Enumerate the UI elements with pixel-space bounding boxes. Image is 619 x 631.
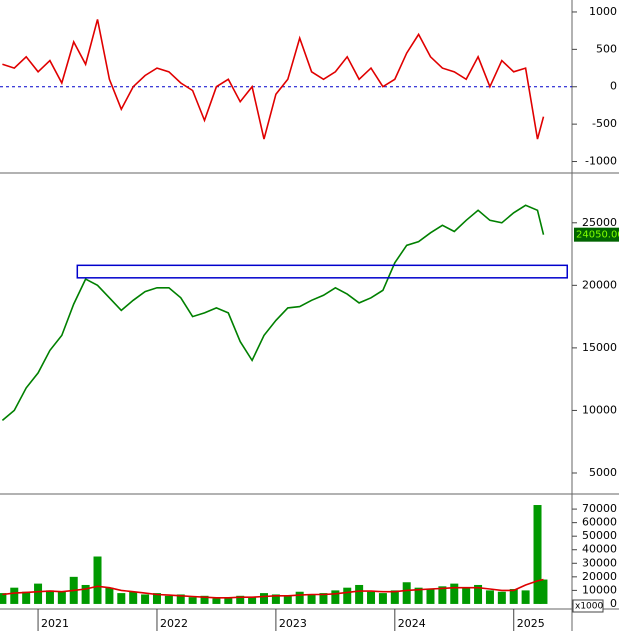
- y-tick-label: 10000: [582, 403, 617, 416]
- x-tick-label: 2024: [398, 617, 426, 630]
- x-tick-label: 2023: [279, 617, 307, 630]
- volume-bar: [176, 594, 185, 604]
- volume-bar: [283, 595, 292, 604]
- y-tick-label: 30000: [582, 556, 617, 569]
- y-tick-label: 0: [610, 80, 617, 93]
- y-tick-label: 1000: [589, 5, 617, 18]
- volume-bar: [378, 593, 387, 604]
- volume-bar: [539, 579, 548, 604]
- volume-bar: [22, 591, 31, 604]
- volume-bar: [34, 583, 43, 604]
- volume-bar: [57, 591, 66, 604]
- volume-bar: [438, 586, 447, 604]
- average-line: [2, 578, 544, 599]
- price-tag-label: 24050.00: [576, 230, 619, 241]
- y-tick-label: -500: [592, 117, 617, 130]
- x-tick-label: 2021: [41, 617, 69, 630]
- volume-bar: [81, 584, 90, 604]
- y-tick-label: 5000: [589, 466, 617, 479]
- y-tick-label: 40000: [582, 543, 617, 556]
- y-tick-label: 15000: [582, 341, 617, 354]
- volume-bar: [0, 593, 7, 604]
- volume-bar: [212, 598, 221, 604]
- unit-box: [572, 599, 604, 613]
- volume-bar: [271, 594, 280, 604]
- volume-bar: [462, 587, 471, 604]
- volume-bar: [236, 595, 245, 604]
- volume-bar: [295, 591, 304, 604]
- volume-bar: [129, 591, 138, 604]
- price-tag: [574, 227, 619, 242]
- volume-bar: [497, 591, 506, 604]
- y-tick-label: 50000: [582, 529, 617, 542]
- y-tick-label: 20000: [582, 278, 617, 291]
- volume-bar: [367, 591, 376, 604]
- volume-bar: [200, 595, 209, 604]
- volume-bar: [224, 597, 233, 604]
- volume-bar: [414, 587, 423, 604]
- volume-bar: [474, 584, 483, 604]
- x-tick-label: 2022: [160, 617, 188, 630]
- volume-bar: [248, 597, 257, 604]
- volume-bar: [426, 589, 435, 604]
- volume-bar: [93, 556, 102, 604]
- volume-bar: [331, 590, 340, 604]
- volume-bar: [343, 587, 352, 604]
- volume-bar: [355, 584, 364, 604]
- volume-bar: [10, 587, 19, 604]
- volume-bar: [402, 582, 411, 604]
- volume-bar: [521, 590, 530, 604]
- y-tick-label: 20000: [582, 570, 617, 583]
- unit-label: x1000: [575, 602, 604, 612]
- volume-bar: [164, 595, 173, 604]
- volume-bar: [533, 505, 542, 604]
- y-tick-label: -1000: [585, 155, 617, 168]
- volume-bar: [319, 593, 328, 604]
- y-tick-label: 10000: [582, 583, 617, 596]
- volume-bar: [307, 594, 316, 604]
- data-line: [1, 204, 545, 422]
- volume-bar: [188, 597, 197, 604]
- volume-bar: [485, 590, 494, 604]
- volume-bar: [141, 594, 150, 604]
- y-tick-label: 0: [610, 597, 617, 610]
- volume-bar: [45, 590, 54, 604]
- volume-bar: [450, 583, 459, 604]
- volume-bar: [390, 590, 399, 604]
- support-zone: [76, 264, 568, 279]
- y-tick-label: 60000: [582, 516, 617, 529]
- volume-bar: [117, 593, 126, 604]
- y-tick-label: 25000: [582, 216, 617, 229]
- volume-bar: [260, 593, 268, 604]
- x-tick-label: 2025: [517, 617, 545, 630]
- volume-bar: [152, 593, 161, 604]
- data-line: [2, 19, 545, 140]
- volume-bar: [509, 589, 518, 604]
- y-tick-label: 500: [596, 42, 617, 55]
- y-tick-label: 70000: [582, 502, 617, 515]
- volume-bar: [105, 587, 114, 604]
